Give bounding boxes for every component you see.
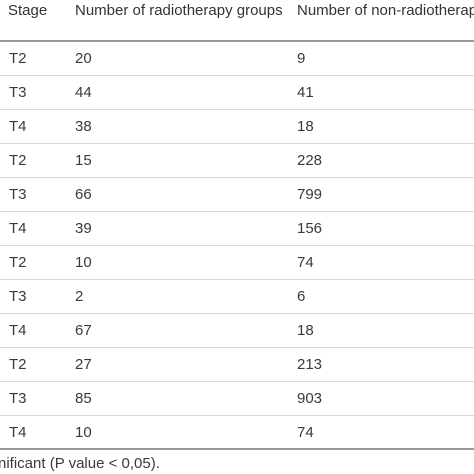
table-header-row: Stage Number of radiotherapy groups Numb…	[0, 0, 474, 42]
cell-non-radiotherapy: 213	[297, 347, 474, 382]
cell-radiotherapy: 39	[75, 211, 297, 246]
cell-radiotherapy: 38	[75, 109, 297, 144]
cell-radiotherapy: 66	[75, 177, 297, 212]
cell-radiotherapy: 67	[75, 313, 297, 348]
cell-non-radiotherapy: 799	[297, 177, 474, 212]
header-non-radiotherapy-label: Number of non-radiotherapy groups	[297, 2, 474, 19]
data-table-container: Stage Number of radiotherapy groups Numb…	[0, 0, 474, 450]
table-row: T3 2 6	[0, 279, 474, 314]
data-table: Stage Number of radiotherapy groups Numb…	[0, 0, 474, 450]
table-row: T2 10 74	[0, 245, 474, 280]
header-non-radiotherapy: Number of non-radiotherapy groups	[297, 0, 474, 42]
cell-non-radiotherapy: 6	[297, 279, 474, 314]
table-row: T4 39 156	[0, 211, 474, 246]
cell-stage: T3	[0, 381, 75, 416]
table-row: T4 10 74	[0, 415, 474, 450]
table-bottom-rule	[0, 448, 474, 450]
cell-radiotherapy: 20	[75, 41, 297, 76]
cell-radiotherapy: 10	[75, 245, 297, 280]
table-row: T2 20 9	[0, 41, 474, 76]
cell-stage: T2	[0, 245, 75, 280]
cell-non-radiotherapy: 74	[297, 245, 474, 280]
table-row: T4 67 18	[0, 313, 474, 348]
cell-stage: T2	[0, 347, 75, 382]
cell-stage: T3	[0, 177, 75, 212]
cell-stage: T4	[0, 211, 75, 246]
table-row: T2 27 213	[0, 347, 474, 382]
table-row: T2 15 228	[0, 143, 474, 178]
cell-non-radiotherapy: 18	[297, 109, 474, 144]
table-row: T3 85 903	[0, 381, 474, 416]
cell-stage: T4	[0, 415, 75, 450]
cell-stage: T4	[0, 109, 75, 144]
header-stage: Stage	[0, 0, 75, 42]
cell-stage: T3	[0, 75, 75, 110]
table-footnote: nificant (P value < 0,05).	[0, 455, 160, 472]
cell-radiotherapy: 27	[75, 347, 297, 382]
header-radiotherapy-label: Number of radiotherapy groups	[75, 2, 283, 19]
cell-radiotherapy: 85	[75, 381, 297, 416]
cell-stage: T2	[0, 41, 75, 76]
table-row: T4 38 18	[0, 109, 474, 144]
cell-stage: T2	[0, 143, 75, 178]
table-row: T3 44 41	[0, 75, 474, 110]
cell-non-radiotherapy: 18	[297, 313, 474, 348]
table-body: T2 20 9 T3 44 41 T4 38 18 T2 15 228 T3 66 799 T4 39 156 T2…	[0, 41, 474, 450]
cell-non-radiotherapy: 903	[297, 381, 474, 416]
cell-radiotherapy: 15	[75, 143, 297, 178]
cell-stage: T4	[0, 313, 75, 348]
cell-radiotherapy: 2	[75, 279, 297, 314]
cell-non-radiotherapy: 228	[297, 143, 474, 178]
cell-non-radiotherapy: 41	[297, 75, 474, 110]
header-radiotherapy: Number of radiotherapy groups	[75, 0, 297, 42]
cell-stage: T3	[0, 279, 75, 314]
cell-non-radiotherapy: 74	[297, 415, 474, 450]
table-row: T3 66 799	[0, 177, 474, 212]
header-stage-label: Stage	[8, 2, 48, 19]
cell-radiotherapy: 10	[75, 415, 297, 450]
table-header: Stage Number of radiotherapy groups Numb…	[0, 0, 474, 42]
cell-non-radiotherapy: 156	[297, 211, 474, 246]
cell-radiotherapy: 44	[75, 75, 297, 110]
cell-non-radiotherapy: 9	[297, 41, 474, 76]
